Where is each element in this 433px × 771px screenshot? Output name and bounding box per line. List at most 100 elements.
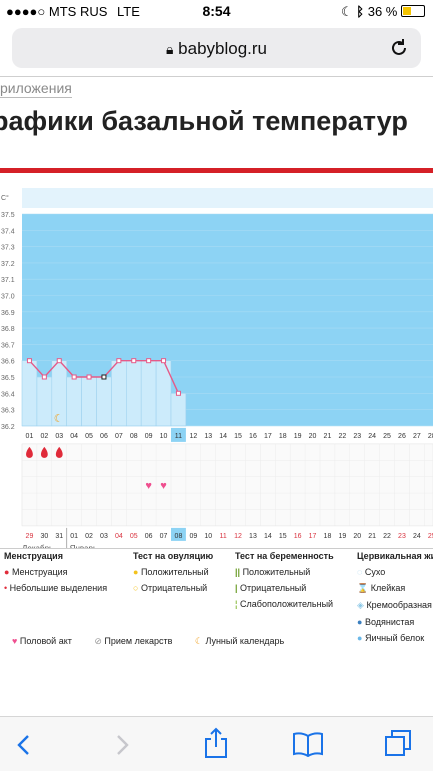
day-label: 15: [234, 433, 242, 440]
temperature-point: [86, 374, 92, 380]
url-text[interactable]: 🔒︎ babyblog.ru: [165, 39, 268, 58]
day-label: 02: [40, 433, 48, 440]
temperature-point: [41, 374, 47, 380]
positive-circle-icon: ●: [133, 567, 139, 577]
moon-marker: ☾: [54, 413, 64, 425]
date-label: 13: [249, 533, 257, 540]
day-label: 24: [368, 433, 376, 440]
battery-percent: 36 %: [367, 4, 398, 19]
bookmarks-button[interactable]: [292, 731, 324, 757]
date-label: 20: [353, 533, 361, 540]
temperature-point: [26, 358, 32, 364]
breadcrumb[interactable]: риложения: [0, 80, 72, 98]
date-label: 02: [85, 533, 93, 540]
day-label: 03: [55, 433, 63, 440]
day-label: 10: [160, 433, 168, 440]
date-label: 09: [189, 533, 197, 540]
y-axis: 37.5 37.4 37.3 37.2 37.1 37.0 36.9 36.8 36.7 36.6…: [1, 194, 15, 431]
status-bar: ●●●●○ MTS RUS LTE 8:54 ☾ ᛒ 36 %: [0, 0, 433, 24]
day-label: 28: [428, 433, 433, 440]
back-button[interactable]: [14, 733, 34, 757]
signal-icon: ●●●●○: [6, 4, 46, 19]
date-label: 17: [309, 533, 317, 540]
date-label: 23: [398, 533, 406, 540]
date-label: 30: [40, 533, 48, 540]
temperature-point: [146, 358, 152, 364]
title-accent-bar: [0, 168, 433, 173]
date-label: 01: [70, 533, 78, 540]
day-label: 01: [26, 433, 34, 440]
dry-icon: ◌: [357, 567, 363, 577]
highlight-date-cell: [171, 527, 186, 541]
pill-icon: ⊘: [94, 636, 102, 646]
two-strips-icon: ||: [235, 567, 241, 577]
heart-icon: ♥: [12, 636, 18, 646]
browser-toolbar: [0, 716, 433, 771]
drop-icon: [55, 446, 63, 458]
reload-icon[interactable]: [389, 38, 409, 58]
y-unit-label: C°: [1, 194, 9, 202]
day-label: 17: [264, 433, 272, 440]
day-label: 08: [130, 433, 138, 440]
negative-circle-icon: ○: [133, 583, 139, 593]
bluetooth-icon: ᛒ: [356, 4, 365, 19]
y-tick-label: 37.0: [1, 294, 15, 301]
day-label: 21: [324, 433, 332, 440]
date-label: 04: [115, 533, 123, 540]
date-label: 29: [26, 533, 34, 540]
day-label: 16: [249, 433, 257, 440]
date-label: 19: [338, 533, 346, 540]
temperature-bar: [140, 360, 157, 427]
tabs-button[interactable]: [384, 729, 414, 759]
day-label: 06: [100, 433, 108, 440]
sticky-icon: ⌛: [357, 583, 369, 593]
moon-calendar-icon: ☾: [194, 636, 203, 646]
x-axis: 01 02 03 04 05 06 07 08 09 10 11 12 13 14 15 16 17 18 19 20…: [22, 427, 433, 548]
date-label: 05: [130, 533, 138, 540]
day-label: 13: [204, 433, 212, 440]
drop-icon: ●: [4, 567, 10, 577]
status-right: ☾ ᛒ 36 %: [341, 4, 425, 20]
date-label: 03: [100, 533, 108, 540]
creamy-icon: ◈: [357, 600, 364, 610]
day-marks: ♥ ♥: [21, 443, 433, 527]
legend-bottom: ♥ Половой акт ⊘ Прием лекарств ☾ Лунный …: [12, 636, 285, 646]
divider: [0, 548, 433, 549]
clock: 8:54: [202, 3, 231, 19]
share-button[interactable]: [202, 727, 230, 759]
date-label: 18: [324, 533, 332, 540]
drop-icon: [40, 446, 48, 458]
date-label: 10: [204, 533, 212, 540]
highlight-day-cell: [171, 427, 186, 442]
small-drop-icon: •: [4, 583, 8, 593]
y-tick-label: 36.4: [1, 391, 15, 398]
day-label: 05: [85, 433, 93, 440]
temperature-point: [175, 390, 181, 396]
day-label: 04: [70, 433, 78, 440]
month-left-label: Декабрь: [22, 544, 53, 548]
page-title: рафики базальной температур: [0, 106, 408, 136]
forward-button[interactable]: [112, 733, 132, 757]
day-label: 22: [338, 433, 346, 440]
temperature-plot: ☾: [21, 358, 187, 427]
date-label: 22: [383, 533, 391, 540]
legend-pregnancy: Тест на беременность || Положительный | …: [235, 551, 334, 609]
temperature-bar: [81, 376, 97, 427]
bbt-chart: 37.5 37.4 37.3 37.2 37.1 37.0 36.9 36.8 36.7 36.6…: [1, 188, 433, 548]
day-label: 09: [145, 433, 153, 440]
day-label: 14: [219, 433, 227, 440]
temperature-bar: [170, 393, 187, 427]
temperature-point: [161, 358, 167, 364]
date-label: 14: [264, 533, 272, 540]
address-bar[interactable]: 🔒︎ babyblog.ru: [12, 28, 421, 68]
day-label: 25: [383, 433, 391, 440]
legend-ovulation: Тест на овуляцию ● Положительный ○ Отриц…: [133, 551, 214, 593]
y-tick-label: 36.8: [1, 326, 15, 333]
temperature-point: [131, 358, 137, 364]
y-tick-label: 36.6: [1, 359, 15, 366]
date-label: 06: [145, 533, 153, 540]
date-label: 07: [160, 533, 168, 540]
day-label: 19: [294, 433, 302, 440]
temperature-bar: [21, 360, 38, 427]
temperature-bar: [66, 376, 82, 427]
